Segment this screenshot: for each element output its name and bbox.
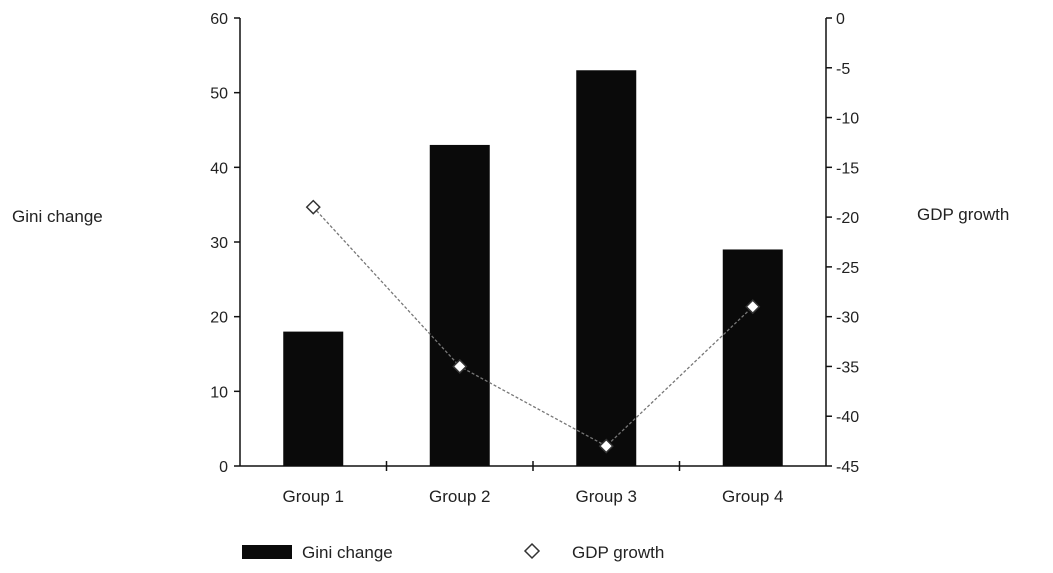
gdp-growth-series [305,199,761,454]
right-tick-label: -45 [836,459,859,476]
left-tick-label: 30 [210,235,228,252]
gdp-point-4 [745,299,761,315]
right-tick-label: -35 [836,359,859,376]
category-label: Group 2 [429,487,490,506]
right-y-ticks: 0 -5 -10 -15 -20 -25 -30 -35 -40 -45 [826,11,859,476]
bar-gini-2 [429,144,490,466]
gdp-point-1 [305,199,321,215]
left-tick-label: 40 [210,160,228,177]
right-tick-label: -15 [836,160,859,177]
left-axis-title: Gini change [12,207,103,226]
legend-gini-label: Gini change [302,543,393,562]
left-tick-label: 50 [210,86,228,103]
right-tick-label: -40 [836,409,859,426]
right-tick-label: -10 [836,111,859,128]
category-label: Group 3 [576,487,637,506]
bar-gini-4 [722,249,783,466]
gdp-point-2 [452,358,468,375]
gdp-point-3 [598,438,614,454]
right-tick-label: -5 [836,61,850,78]
legend: Gini change GDP growth [242,542,664,562]
category-label: Group 4 [722,487,783,506]
legend-gini-swatch [242,545,292,559]
right-tick-label: 0 [836,11,845,28]
left-y-ticks: 0 10 20 30 40 50 60 [210,11,240,476]
right-axis-title: GDP growth [917,205,1009,224]
gini-bars [283,70,783,467]
x-ticks [385,461,681,471]
category-labels: Group 1 Group 2 Group 3 Group 4 [283,487,784,506]
left-tick-label: 60 [210,11,228,28]
right-tick-label: -20 [836,210,859,227]
legend-gdp-marker [523,542,541,560]
category-label: Group 1 [283,487,344,506]
left-tick-label: 0 [219,459,228,476]
legend-gdp-label: GDP growth [572,543,664,562]
left-tick-label: 20 [210,310,228,327]
right-tick-label: -30 [836,310,859,327]
bar-gini-3 [576,70,637,467]
bar-gini-1 [283,331,344,466]
left-tick-label: 10 [210,384,228,401]
gdp-growth-line [312,206,754,447]
right-tick-label: -25 [836,260,859,277]
